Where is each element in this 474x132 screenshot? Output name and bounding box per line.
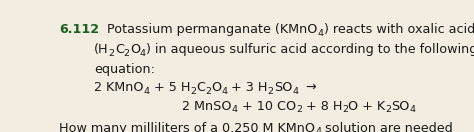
Text: 4: 4 [315,127,321,132]
Text: Potassium permanganate (KMnO: Potassium permanganate (KMnO [100,23,318,36]
Text: 2: 2 [296,105,302,114]
Text: O + K: O + K [348,100,385,113]
Text: SO: SO [392,100,410,113]
Text: 2: 2 [205,87,211,96]
Text: 2: 2 [385,105,392,114]
Text: 4: 4 [318,29,324,37]
Text: + 8 H: + 8 H [302,100,342,113]
Text: 4: 4 [221,87,227,96]
Text: + 10 CO: + 10 CO [238,100,296,113]
Text: + 3 H: + 3 H [227,81,268,94]
Text: 4: 4 [292,87,298,96]
Text: 4: 4 [140,49,146,58]
Text: solution are needed: solution are needed [321,122,453,132]
Text: How many milliliters of a 0.250 M KMnO: How many milliliters of a 0.250 M KMnO [59,122,315,132]
Text: C: C [196,81,205,94]
Text: 4: 4 [410,105,416,114]
Text: + 5 H: + 5 H [150,81,190,94]
Text: 2: 2 [190,87,196,96]
Text: 2 KMnO: 2 KMnO [94,81,144,94]
Text: O: O [211,81,221,94]
Text: 4: 4 [232,105,238,114]
Text: 2: 2 [124,49,130,58]
Text: 2: 2 [342,105,348,114]
Text: 4: 4 [144,87,150,96]
Text: C: C [115,43,124,56]
Text: →: → [298,81,317,94]
Text: ) in aqueous sulfuric acid according to the following: ) in aqueous sulfuric acid according to … [146,43,474,56]
Text: O: O [130,43,140,56]
Text: equation:: equation: [94,63,155,76]
Text: (H: (H [94,43,109,56]
Text: 2 MnSO: 2 MnSO [182,100,232,113]
Text: ) reacts with oxalic acid: ) reacts with oxalic acid [324,23,474,36]
Text: 2: 2 [268,87,274,96]
Text: SO: SO [274,81,292,94]
Text: 6.112: 6.112 [59,23,100,36]
Text: 2: 2 [109,49,115,58]
